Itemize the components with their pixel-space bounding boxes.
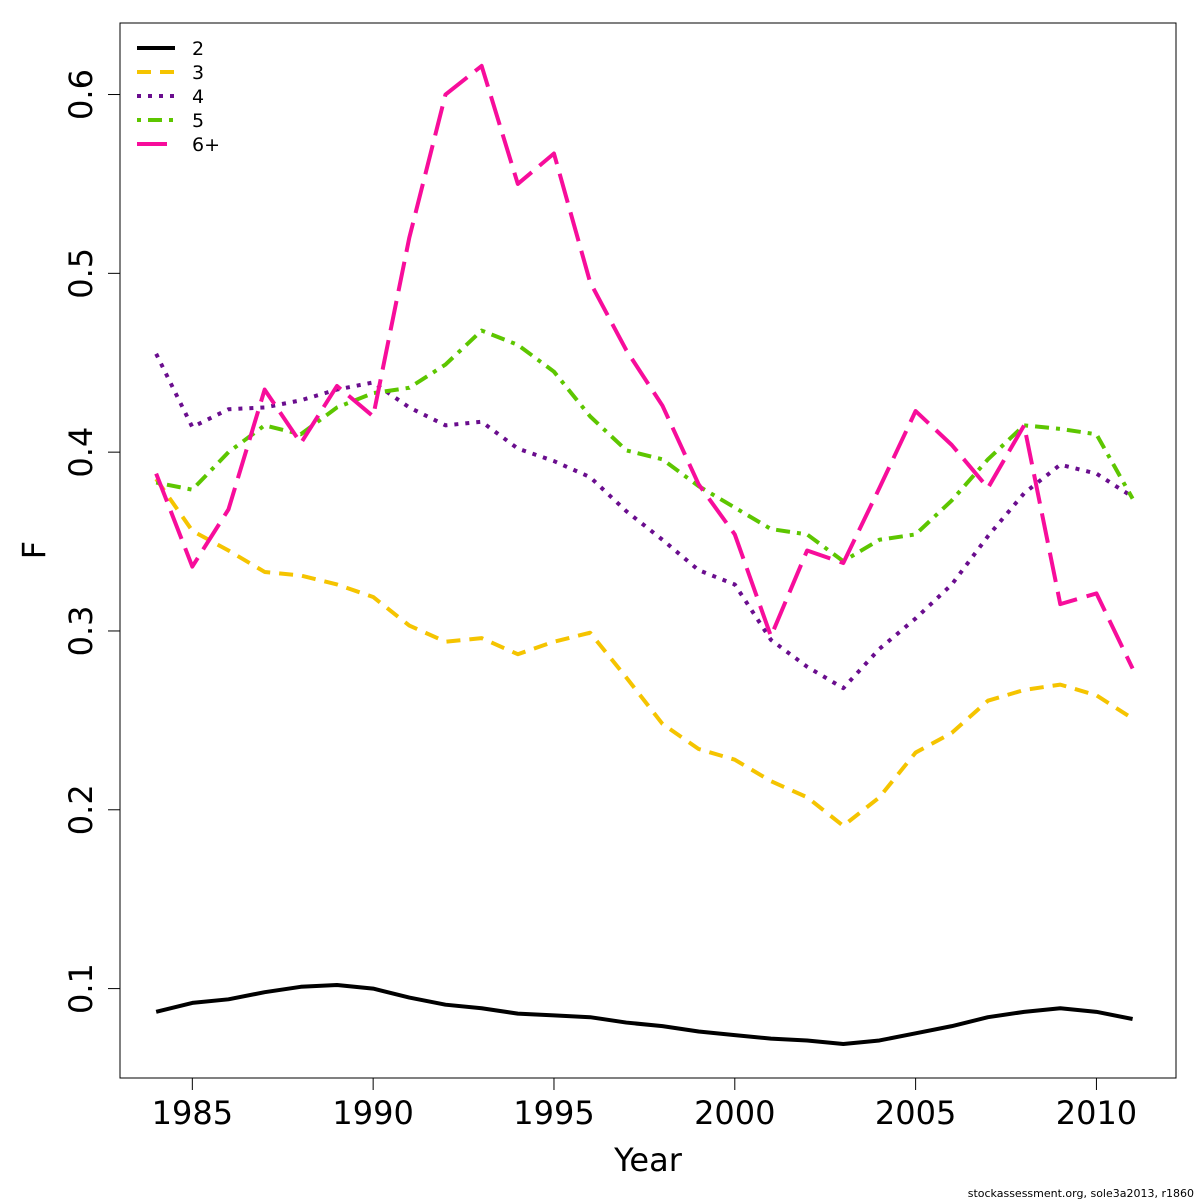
series-line-2 xyxy=(155,983,1133,1047)
legend-label: 2 xyxy=(192,38,204,60)
y-tick-label: 0.4 xyxy=(62,427,100,478)
x-tick-label: 1995 xyxy=(513,1094,594,1132)
legend-label: 6+ xyxy=(192,134,220,156)
footer-credit: stockassessment.org, sole3a2013, r1860 xyxy=(968,1187,1194,1200)
series-line-6plus xyxy=(154,63,1135,670)
legend-label: 4 xyxy=(192,86,204,108)
series-line-3 xyxy=(154,477,1134,828)
x-tick-label: 2005 xyxy=(875,1094,956,1132)
y-tick-label: 0.3 xyxy=(62,606,100,657)
x-tick-label: 1990 xyxy=(332,1094,413,1132)
y-tick-label: 0.6 xyxy=(62,69,100,120)
x-axis-label: Year xyxy=(613,1141,683,1179)
legend-label: 3 xyxy=(192,62,204,84)
x-tick-label: 1985 xyxy=(152,1094,233,1132)
y-tick-label: 0.1 xyxy=(62,963,100,1014)
y-tick-label: 0.5 xyxy=(62,248,100,299)
y-axis-label: F xyxy=(15,541,53,559)
series-line-4 xyxy=(154,352,1134,691)
x-tick-label: 2010 xyxy=(1056,1094,1137,1132)
series-layer xyxy=(154,63,1135,1047)
series-line-5 xyxy=(155,328,1135,564)
y-axis: 0.1 0.2 0.3 0.4 0.5 0.6 xyxy=(62,69,120,1014)
x-axis: 1985 1990 1995 2000 2005 2010 xyxy=(152,1078,1137,1132)
legend-label: 5 xyxy=(192,110,204,132)
y-tick-label: 0.2 xyxy=(62,784,100,835)
plot-frame xyxy=(119,22,1177,1079)
x-tick-label: 2000 xyxy=(694,1094,775,1132)
